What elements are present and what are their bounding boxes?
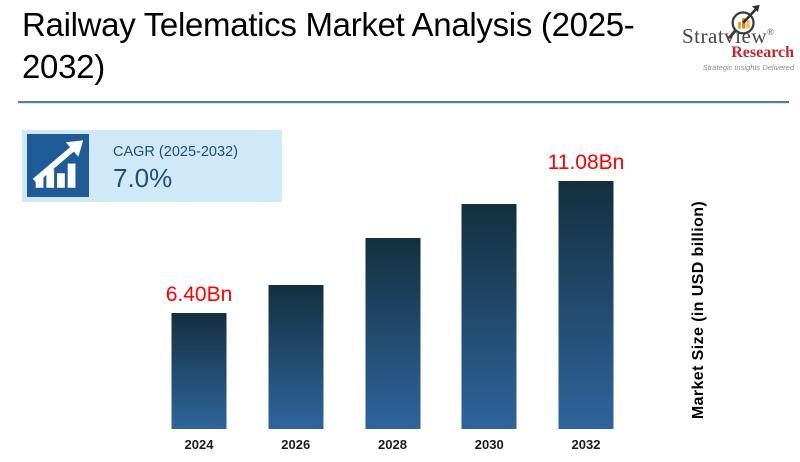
page-title-line1: Railway Telematics Market Analysis (2025… [22,6,635,43]
x-axis-tick-2030: 2030 [474,437,504,452]
cagr-label: CAGR (2025-2032) [113,144,238,160]
bar-column-2028: 2028 [344,140,441,455]
x-axis-tick-2026: 2026 [281,437,311,452]
registered-mark: ® [766,27,775,37]
magnifier-chart-icon [728,4,760,39]
bar-column-2024: 6.40Bn 2024 [151,140,248,455]
title-underline [18,101,789,104]
x-axis-tick-2028: 2028 [378,437,407,452]
logo-word-research: Research [731,44,794,61]
bar-column-2030: 2030 [441,140,538,455]
bar-column-2032: 11.08Bn 2032 [538,140,635,455]
cagr-box: CAGR (2025-2032) 7.0% [22,130,282,202]
bar-value-label-2024: 6.40Bn [165,283,233,306]
bar-chart: 6.40Bn 2024 2026 2028 2030 11.08Bn 2032 [0,140,700,455]
page-title-line2: 2032) [22,48,105,85]
x-axis-tick-2024: 2024 [184,437,214,452]
bar-2032 [558,181,614,429]
y-axis-label: Market Size (in USD billion) [690,200,707,420]
bar-2028 [365,238,420,429]
bar-2026 [268,285,324,429]
page-title: Railway Telematics Market Analysis (2025… [22,4,677,88]
cagr-value: 7.0% [113,163,173,193]
x-axis-tick-2032: 2032 [571,437,601,452]
stratview-research-logo: Stratview® Research Strategic Insights D… [680,2,796,76]
logo-tagline: Strategic Insights Delivered [702,63,794,72]
bar-value-label-2032: 11.08Bn [547,151,625,174]
bar-2024 [171,313,227,429]
bar-column-2026: 2026 [247,140,344,455]
growth-chart-icon [27,134,89,197]
bar-2030 [461,204,517,429]
